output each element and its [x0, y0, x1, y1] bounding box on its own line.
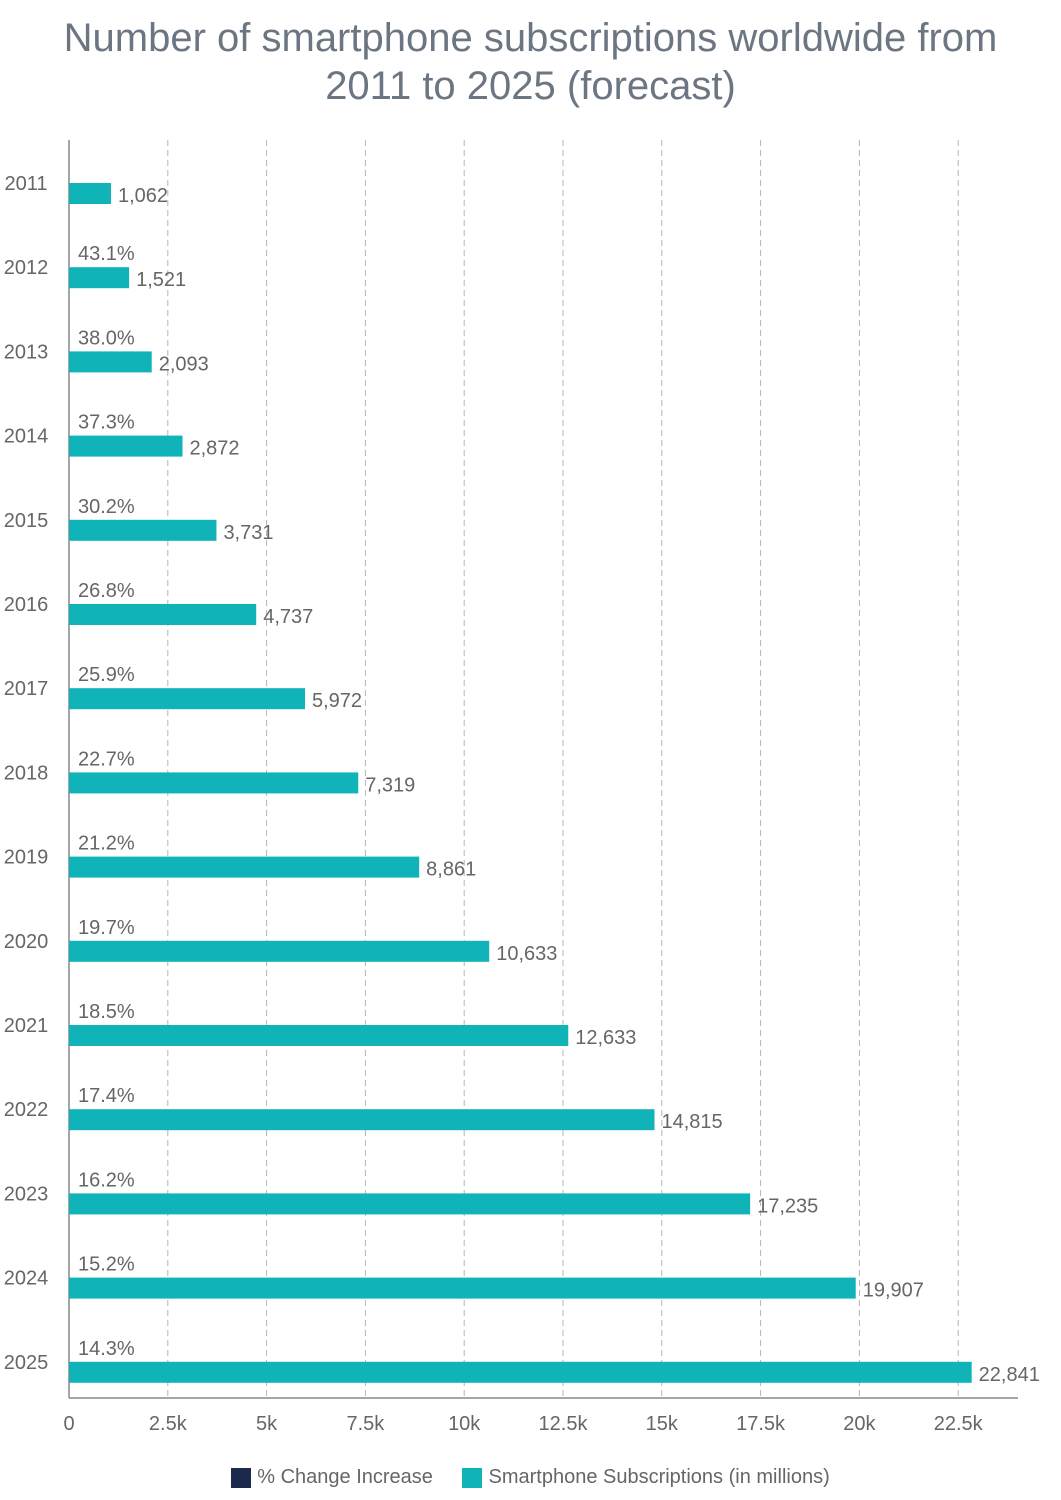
pct-change-label: 14.3%: [78, 1338, 135, 1360]
chart-area: 0 2.5k 5k 7.5k 10k 12.5k 15k 17.5k 20k 22.5k 2011 1…: [4, 140, 1040, 1435]
y-tick-label: 2013: [4, 341, 49, 363]
y-tick-label: 2018: [4, 762, 49, 784]
pct-change-label: 37.3%: [78, 412, 135, 434]
pct-change-label: 38.0%: [78, 327, 135, 349]
x-tick-label: 17.5k: [736, 1413, 786, 1435]
bar: [69, 604, 257, 625]
bar: [69, 435, 183, 457]
x-tick-label: 22.5k: [934, 1413, 984, 1435]
bar: [69, 1361, 972, 1383]
data-label: 1,521: [136, 269, 186, 291]
pct-change-label: 17.4%: [78, 1085, 135, 1107]
bar: [69, 772, 359, 794]
data-label: 19,907: [863, 1280, 924, 1302]
y-tick-label: 2019: [4, 847, 49, 869]
pct-change-label: 15.2%: [78, 1254, 135, 1276]
bar: [69, 519, 217, 541]
y-tick-label: 2024: [4, 1268, 49, 1290]
legend-swatch-subscriptions: [462, 1467, 483, 1488]
legend-item-pct-change[interactable]: % Change Increase: [231, 1466, 433, 1489]
legend: % Change Increase Smartphone Subscriptio…: [0, 1466, 1061, 1494]
bar: [69, 1193, 751, 1215]
legend-swatch-pct-change: [231, 1467, 252, 1488]
bar: [69, 1025, 569, 1046]
y-tick-label: 2016: [4, 594, 49, 616]
data-label: 7,319: [365, 774, 415, 796]
data-label: 1,062: [118, 185, 168, 207]
y-tick-label: 2020: [4, 931, 49, 953]
y-tick-label: 2023: [4, 1183, 49, 1205]
pct-change-label: 43.1%: [78, 243, 135, 265]
data-label: 12,633: [575, 1027, 636, 1049]
y-tick-label: 2014: [4, 426, 49, 448]
y-tick-label: 2011: [4, 173, 47, 195]
data-label: 17,235: [757, 1195, 818, 1217]
pct-change-label: 18.5%: [78, 1001, 135, 1023]
chart-title: Number of smartphone subscriptions world…: [0, 14, 1061, 110]
y-tick-label: 2025: [4, 1352, 49, 1374]
data-label: 22,841: [979, 1364, 1040, 1386]
pct-change-label: 26.8%: [78, 580, 135, 602]
bar: [69, 267, 130, 289]
data-label: 4,737: [263, 606, 313, 628]
x-tick-label: 2.5k: [149, 1413, 188, 1435]
bar: [69, 856, 420, 878]
data-label: 14,815: [661, 1111, 722, 1133]
legend-item-subscriptions[interactable]: Smartphone Subscriptions (in millions): [462, 1466, 830, 1489]
chart-title-line-2: 2011 to 2025 (forecast): [325, 64, 736, 108]
x-tick-label: 0: [63, 1413, 74, 1435]
data-label: 5,972: [312, 690, 362, 712]
data-label: 8,861: [426, 859, 476, 881]
pct-change-label: 16.2%: [78, 1169, 135, 1191]
data-label: 3,731: [223, 522, 273, 544]
x-tick-label: 15k: [646, 1413, 679, 1435]
pct-change-label: 25.9%: [78, 664, 135, 686]
data-label: 2,093: [159, 353, 209, 375]
bar: [69, 940, 490, 962]
bar: [69, 351, 152, 373]
bar: [69, 1277, 856, 1299]
bar: [69, 688, 306, 710]
legend-label-subscriptions: Smartphone Subscriptions (in millions): [488, 1466, 830, 1488]
pct-change-label: 30.2%: [78, 496, 135, 518]
pct-change-label: 22.7%: [78, 748, 135, 770]
y-tick-label: 2021: [4, 1015, 49, 1037]
x-tick-label: 7.5k: [346, 1413, 385, 1435]
chart-title-line-1: Number of smartphone subscriptions world…: [63, 16, 998, 60]
legend-label-pct-change: % Change Increase: [257, 1466, 433, 1488]
bar: [69, 183, 111, 204]
x-tick-label: 5k: [256, 1413, 278, 1435]
y-tick-label: 2012: [4, 257, 49, 279]
x-tick-label: 20k: [843, 1413, 876, 1435]
x-tick-label: 10k: [448, 1413, 481, 1435]
pct-change-label: 19.7%: [78, 917, 135, 939]
bar: [69, 1109, 655, 1131]
data-label: 2,872: [190, 438, 240, 460]
pct-change-label: 21.2%: [78, 833, 135, 855]
x-tick-label: 12.5k: [539, 1413, 589, 1435]
y-tick-label: 2015: [4, 510, 49, 532]
y-tick-label: 2022: [4, 1099, 49, 1121]
y-tick-label: 2017: [4, 678, 49, 700]
data-label: 10,633: [496, 943, 557, 965]
